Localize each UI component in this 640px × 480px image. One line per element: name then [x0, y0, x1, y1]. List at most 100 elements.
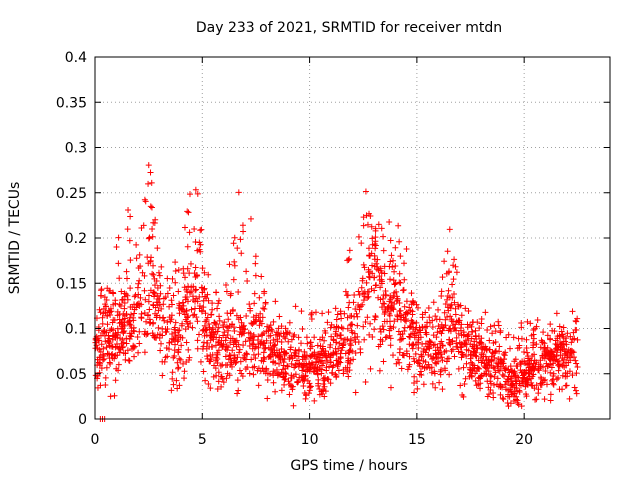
data-point: [559, 386, 566, 393]
axis-ticks: 0 0.05 0.1 0.15 0.2 0.25 0.3 0.35 0.4 0 5 10 15 20: [56, 50, 610, 448]
data-point: [351, 313, 358, 320]
data-point: [126, 357, 133, 364]
data-point: [123, 268, 130, 275]
data-point: [328, 333, 335, 340]
data-point: [114, 308, 121, 315]
data-point: [358, 284, 365, 291]
data-point: [346, 340, 353, 347]
data-point: [463, 360, 470, 367]
data-point: [478, 315, 485, 322]
data-point: [543, 381, 550, 388]
data-point: [396, 337, 403, 344]
data-point: [282, 375, 289, 382]
data-point: [574, 363, 581, 370]
data-point: [299, 367, 306, 374]
data-point: [432, 359, 439, 366]
data-point: [211, 319, 218, 326]
data-point: [547, 348, 554, 355]
data-point: [251, 333, 258, 340]
data-point: [518, 319, 525, 326]
data-point: [396, 238, 403, 245]
data-point: [170, 381, 177, 388]
data-point: [372, 312, 379, 319]
data-point: [342, 288, 349, 295]
data-point: [142, 198, 149, 205]
data-point: [286, 330, 293, 337]
data-point: [547, 321, 554, 328]
x-tick-label: 5: [198, 432, 207, 448]
data-point: [514, 345, 521, 352]
data-point: [316, 336, 323, 343]
data-point: [225, 356, 232, 363]
data-point: [226, 261, 233, 268]
data-point: [442, 367, 449, 374]
data-point: [438, 354, 445, 361]
data-point: [96, 369, 103, 376]
data-point: [481, 363, 488, 370]
data-point: [486, 346, 493, 353]
data-point: [382, 334, 389, 341]
data-point: [260, 329, 267, 336]
data-point: [197, 227, 204, 234]
data-point: [555, 374, 562, 381]
data-point: [308, 315, 315, 322]
data-point: [252, 260, 259, 267]
data-point: [185, 323, 192, 330]
data-point: [384, 318, 391, 325]
y-tick-label: 0.3: [65, 141, 87, 157]
data-point: [448, 348, 455, 355]
data-point: [102, 374, 109, 381]
data-point: [452, 305, 459, 312]
data-point: [472, 377, 479, 384]
data-point: [404, 366, 411, 373]
data-point: [121, 315, 128, 322]
data-point: [559, 355, 566, 362]
data-point: [172, 259, 179, 266]
data-point: [204, 355, 211, 362]
data-point: [550, 360, 557, 367]
data-point: [198, 307, 205, 314]
data-point: [103, 364, 110, 371]
data-point: [131, 293, 138, 300]
data-point: [560, 334, 567, 341]
data-point: [223, 288, 230, 295]
data-point: [485, 357, 492, 364]
data-point: [125, 207, 132, 214]
data-point: [416, 329, 423, 336]
data-point: [242, 338, 249, 345]
data-point: [222, 353, 229, 360]
data-point: [327, 380, 334, 387]
data-point: [540, 329, 547, 336]
data-point: [121, 328, 128, 335]
data-point: [475, 357, 482, 364]
data-point: [403, 348, 410, 355]
data-point: [387, 258, 394, 265]
data-point: [99, 356, 106, 363]
data-point: [529, 344, 536, 351]
data-point: [325, 309, 332, 316]
data-point: [570, 329, 577, 336]
data-point: [512, 388, 519, 395]
data-point: [521, 358, 528, 365]
data-point: [252, 272, 259, 279]
data-point: [381, 300, 388, 307]
data-point: [460, 364, 467, 371]
data-point: [397, 279, 404, 286]
data-point: [333, 372, 340, 379]
data-point: [192, 298, 199, 305]
data-point: [493, 360, 500, 367]
data-point: [203, 332, 210, 339]
data-point: [387, 342, 394, 349]
data-point: [335, 367, 342, 374]
data-point: [270, 372, 277, 379]
data-point: [158, 340, 164, 347]
data-point: [141, 349, 148, 356]
data-point: [311, 397, 318, 404]
data-point: [263, 337, 270, 344]
data-point: [387, 276, 394, 283]
data-point: [466, 373, 473, 380]
data-point: [96, 306, 103, 313]
data-point: [198, 226, 205, 233]
data-point: [356, 291, 363, 298]
data-point: [154, 285, 161, 292]
